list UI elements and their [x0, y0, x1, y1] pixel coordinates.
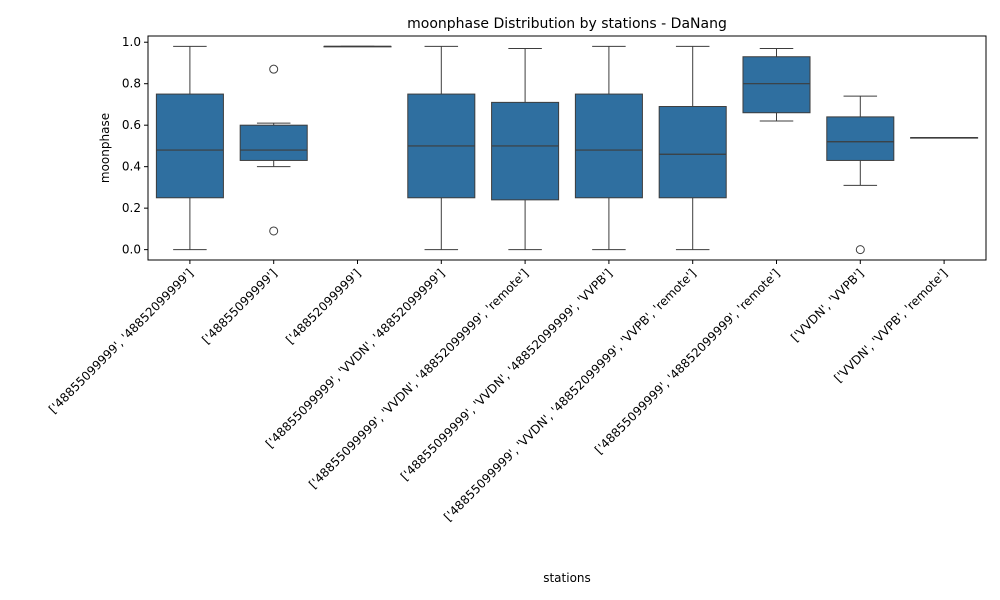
plot-frame	[147, 35, 987, 261]
iqr-box	[491, 101, 560, 201]
x-tick-label: ['48855099999', '48852099999', 'remote']	[592, 266, 783, 457]
iqr-box	[826, 116, 895, 161]
iqr-box	[155, 93, 224, 199]
x-tick-label: ['48855099999', 'VVDN', '48852099999']	[263, 266, 448, 451]
outlier-point	[269, 64, 279, 74]
box-group-7	[742, 47, 811, 122]
chart-title: moonphase Distribution by stations - DaN…	[407, 16, 727, 32]
y-tick-label: 0.4	[122, 160, 141, 174]
box-group-5	[574, 45, 643, 251]
box-group-1	[239, 64, 308, 236]
box-group-0	[155, 45, 224, 251]
box-group-6	[658, 45, 727, 251]
x-tick-label: ['48855099999']	[199, 266, 280, 347]
x-tick-label: ['VVDN', 'VVPB']	[788, 266, 866, 344]
outlier-point	[269, 226, 279, 236]
x-axis-label: stations	[543, 571, 591, 585]
y-tick-label: 0.0	[122, 243, 141, 257]
iqr-box	[574, 93, 643, 199]
box-group-8	[826, 95, 895, 255]
y-axis-label: moonphase	[98, 113, 112, 183]
iqr-box	[658, 106, 727, 199]
x-tick-label: ['48855099999', '48852099999']	[46, 266, 196, 416]
x-tick-label: ['48852099999']	[283, 266, 364, 347]
y-axis: 0.0 0.2 0.4 0.6 0.8 1.0	[122, 35, 148, 257]
y-tick-label: 0.2	[122, 201, 141, 215]
box-group-2	[323, 45, 392, 48]
plot-layer	[155, 45, 979, 255]
x-axis: ['48855099999', '48852099999'] ['48855099…	[46, 260, 950, 524]
box-group-3	[407, 45, 476, 251]
outlier-point	[855, 245, 865, 255]
y-tick-label: 0.8	[122, 77, 141, 91]
box-group-9	[910, 137, 979, 139]
iqr-box	[239, 124, 308, 161]
y-tick-label: 1.0	[122, 35, 141, 49]
iqr-box	[742, 56, 811, 114]
box-group-4	[491, 47, 560, 251]
y-tick-label: 0.6	[122, 118, 141, 132]
